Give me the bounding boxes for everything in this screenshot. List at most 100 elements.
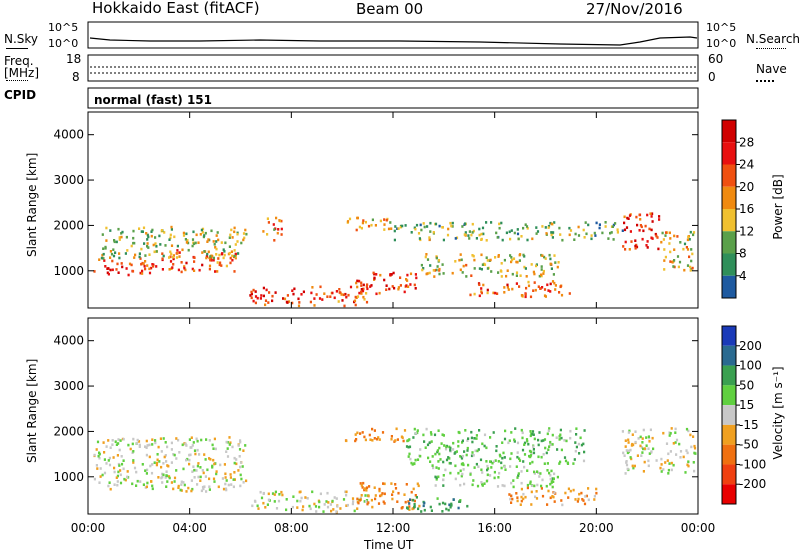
data-cell [506, 283, 509, 287]
data-cell [581, 498, 584, 501]
data-cell [367, 501, 370, 504]
data-cell [164, 244, 167, 247]
data-cell [516, 499, 519, 503]
data-cell [371, 439, 374, 442]
data-cell [511, 272, 514, 276]
data-cell [196, 439, 199, 443]
data-cell [393, 286, 396, 290]
data-cell [142, 226, 146, 230]
data-cell [474, 449, 477, 453]
data-cell [201, 231, 204, 234]
data-cell [503, 437, 507, 441]
data-cell [501, 441, 504, 444]
data-cell [335, 497, 338, 500]
data-cell [521, 431, 524, 435]
data-cell [459, 469, 462, 473]
data-cell [540, 268, 543, 271]
data-cell [217, 257, 220, 260]
data-cell [109, 446, 112, 449]
data-cell [360, 484, 363, 487]
data-cell [541, 494, 545, 498]
data-cell [520, 235, 523, 238]
data-cell [503, 286, 506, 289]
data-cell [191, 267, 194, 271]
data-cell [206, 252, 209, 256]
data-cell [208, 477, 211, 481]
data-cell [202, 487, 205, 491]
data-cell [401, 436, 404, 439]
x-tick-label: 16:00 [477, 521, 512, 535]
data-cell [531, 237, 534, 241]
data-cell [478, 267, 481, 270]
data-cell [208, 439, 211, 442]
data-cell [215, 234, 218, 237]
data-cell [232, 478, 235, 481]
data-cell [435, 256, 438, 260]
data-cell [193, 260, 196, 263]
data-cell [551, 236, 554, 239]
data-cell [177, 484, 180, 488]
data-cell [155, 463, 158, 467]
data-cell [686, 451, 689, 455]
data-cell [417, 484, 420, 488]
data-cell [501, 238, 504, 242]
data-cell [432, 466, 435, 470]
colorbar-tick-label: 24 [739, 158, 754, 172]
data-cell [118, 252, 121, 255]
data-cell [428, 238, 431, 242]
data-cell [360, 281, 363, 285]
data-cell [535, 226, 538, 229]
data-cell [442, 434, 445, 437]
data-cell [413, 505, 416, 509]
data-cell [519, 274, 522, 277]
data-cell [643, 460, 646, 464]
data-cell [300, 496, 303, 500]
data-cell [509, 465, 512, 468]
data-cell [458, 500, 462, 503]
data-cell [239, 473, 242, 477]
data-cell [326, 295, 329, 298]
data-cell [292, 495, 295, 498]
data-cell [475, 434, 478, 437]
data-cell [419, 454, 422, 458]
data-cell [593, 231, 596, 235]
data-cell [407, 445, 410, 449]
x-tick-label: 00:00 [71, 521, 106, 535]
data-cell [431, 455, 434, 458]
data-cell [360, 288, 363, 291]
data-cell [551, 477, 554, 480]
data-cell [233, 254, 236, 258]
data-cell [352, 500, 355, 503]
data-cell [517, 474, 520, 477]
data-cell [254, 301, 257, 305]
data-cell [478, 283, 481, 286]
data-cell [611, 225, 614, 228]
data-cell [152, 243, 155, 247]
cpid-text: normal (fast) 151 [94, 93, 212, 107]
data-cell [530, 452, 533, 455]
data-cell [580, 443, 583, 447]
data-cell [467, 234, 470, 237]
data-cell [658, 215, 661, 218]
data-cell [461, 454, 465, 458]
data-cell [399, 284, 402, 287]
data-cell [262, 492, 265, 495]
data-cell [244, 444, 247, 447]
data-cell [625, 461, 628, 464]
data-cell [549, 496, 552, 500]
data-cell [208, 485, 211, 488]
data-cell [569, 429, 572, 433]
data-cell [186, 239, 189, 242]
data-cell [517, 472, 520, 475]
data-cell [115, 443, 118, 446]
data-cell [154, 242, 157, 245]
data-cell [642, 229, 645, 233]
data-cell [414, 458, 417, 462]
data-cell [408, 502, 411, 505]
data-cell [389, 221, 392, 224]
data-cell [273, 228, 276, 231]
data-cell [342, 293, 345, 297]
data-cell [235, 462, 238, 466]
data-cell [375, 292, 378, 296]
data-cell [543, 462, 546, 465]
